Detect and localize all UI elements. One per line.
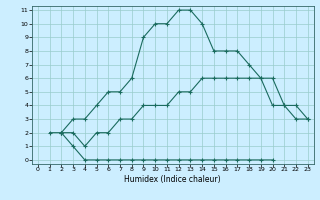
X-axis label: Humidex (Indice chaleur): Humidex (Indice chaleur) [124,175,221,184]
